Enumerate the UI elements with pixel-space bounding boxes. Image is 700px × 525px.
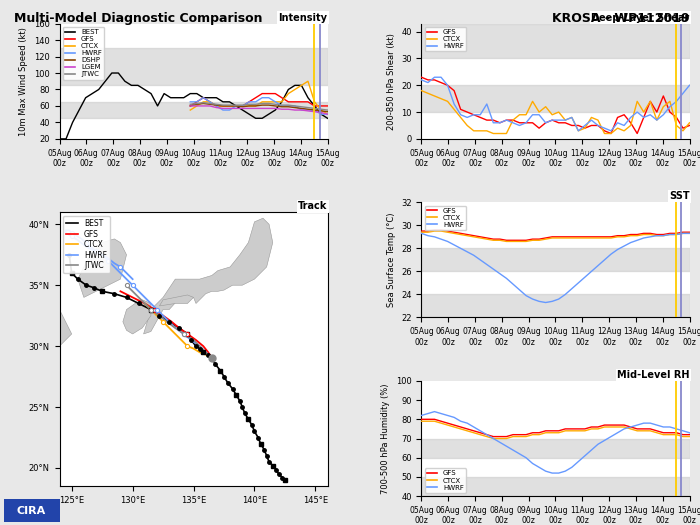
Legend: BEST, GFS, CTCX, HWRF, JTWC: BEST, GFS, CTCX, HWRF, JTWC: [63, 216, 110, 273]
Text: KROSA - WP112019: KROSA - WP112019: [552, 12, 690, 25]
Legend: GFS, CTCX, HWRF: GFS, CTCX, HWRF: [425, 27, 466, 51]
Text: Multi-Model Diagnostic Comparison: Multi-Model Diagnostic Comparison: [14, 12, 262, 25]
Y-axis label: 700-500 hPa Humidity (%): 700-500 hPa Humidity (%): [382, 383, 391, 494]
Text: CIRA: CIRA: [17, 506, 46, 516]
Text: Track: Track: [298, 201, 328, 212]
Legend: GFS, CTCX, HWRF: GFS, CTCX, HWRF: [425, 468, 466, 492]
Y-axis label: 10m Max Wind Speed (kt): 10m Max Wind Speed (kt): [20, 27, 28, 135]
Legend: GFS, CTCX, HWRF: GFS, CTCX, HWRF: [425, 206, 466, 230]
Bar: [421, 248, 690, 271]
Polygon shape: [160, 295, 193, 306]
Bar: [421, 477, 690, 496]
Polygon shape: [123, 300, 151, 334]
Bar: [60, 48, 328, 86]
Bar: [421, 24, 690, 58]
Bar: [421, 295, 690, 318]
Text: Intensity: Intensity: [279, 13, 328, 23]
Y-axis label: Sea Surface Temp (°C): Sea Surface Temp (°C): [386, 213, 395, 307]
Bar: [421, 85, 690, 112]
Text: SST: SST: [669, 192, 690, 202]
Bar: [60, 102, 328, 118]
Polygon shape: [144, 218, 273, 334]
Bar: [421, 438, 690, 458]
Text: Deep-Layer Shear: Deep-Layer Shear: [592, 13, 690, 23]
Legend: BEST, GFS, CTCX, HWRF, DSHP, LGEM, JTWC: BEST, GFS, CTCX, HWRF, DSHP, LGEM, JTWC: [63, 27, 104, 79]
Text: Mid-Level RH: Mid-Level RH: [617, 370, 690, 380]
Polygon shape: [78, 239, 127, 297]
Polygon shape: [60, 310, 71, 346]
Y-axis label: 200-850 hPa Shear (kt): 200-850 hPa Shear (kt): [386, 33, 395, 130]
